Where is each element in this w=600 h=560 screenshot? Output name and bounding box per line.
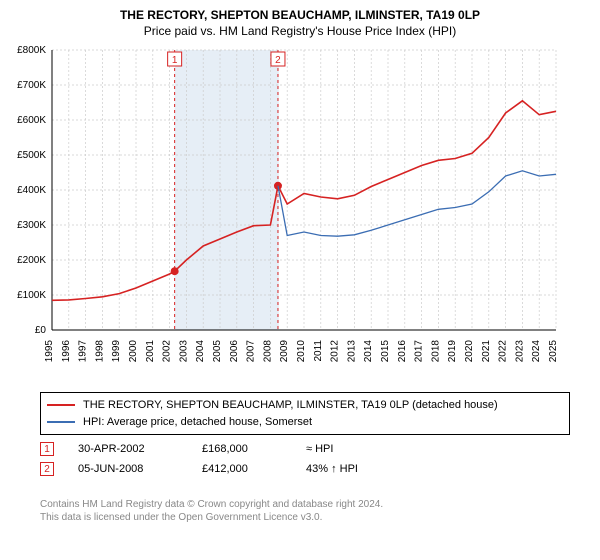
svg-text:£800K: £800K (17, 45, 46, 56)
legend-swatch (47, 404, 75, 406)
svg-text:£600K: £600K (17, 115, 46, 126)
svg-text:1996: 1996 (61, 340, 72, 363)
sale-marker-icon: 1 (40, 442, 54, 456)
svg-text:2002: 2002 (162, 340, 173, 363)
svg-text:2015: 2015 (380, 340, 391, 363)
svg-text:2017: 2017 (414, 340, 425, 363)
svg-text:2024: 2024 (531, 340, 542, 363)
svg-text:2009: 2009 (279, 340, 290, 363)
svg-text:£0: £0 (35, 325, 47, 336)
svg-text:2005: 2005 (212, 340, 223, 363)
sales-table: 1 30-APR-2002 £168,000 ≈ HPI 2 05-JUN-20… (40, 436, 570, 482)
legend-swatch (47, 421, 75, 423)
title-subtitle: Price paid vs. HM Land Registry's House … (0, 24, 600, 38)
table-row: 2 05-JUN-2008 £412,000 43% ↑ HPI (40, 462, 570, 476)
svg-text:2023: 2023 (514, 340, 525, 363)
svg-text:2007: 2007 (246, 340, 257, 363)
svg-text:2008: 2008 (262, 340, 273, 363)
svg-text:2019: 2019 (447, 340, 458, 363)
sale-delta: ≈ HPI (306, 443, 406, 455)
title-address: THE RECTORY, SHEPTON BEAUCHAMP, ILMINSTE… (0, 8, 600, 22)
svg-text:2004: 2004 (195, 340, 206, 363)
legend-label: HPI: Average price, detached house, Some… (83, 414, 312, 431)
svg-text:£200K: £200K (17, 255, 46, 266)
svg-text:2001: 2001 (145, 340, 156, 363)
svg-text:£100K: £100K (17, 290, 46, 301)
sale-date: 30-APR-2002 (78, 443, 178, 455)
svg-text:2013: 2013 (346, 340, 357, 363)
svg-text:2011: 2011 (313, 340, 324, 362)
svg-text:2006: 2006 (229, 340, 240, 363)
footer-attribution: Contains HM Land Registry data © Crown c… (40, 498, 383, 524)
legend-item-property: THE RECTORY, SHEPTON BEAUCHAMP, ILMINSTE… (47, 397, 563, 414)
footer-line: This data is licensed under the Open Gov… (40, 511, 383, 524)
sale-date: 05-JUN-2008 (78, 463, 178, 475)
footer-line: Contains HM Land Registry data © Crown c… (40, 498, 383, 511)
table-row: 1 30-APR-2002 £168,000 ≈ HPI (40, 442, 570, 456)
svg-text:1997: 1997 (78, 340, 89, 363)
svg-text:2012: 2012 (330, 340, 341, 363)
legend: THE RECTORY, SHEPTON BEAUCHAMP, ILMINSTE… (40, 392, 570, 435)
svg-text:2020: 2020 (464, 340, 475, 363)
sale-price: £168,000 (202, 443, 282, 455)
chart-svg: £0 £100K £200K £300K £400K £500K £600K £700K £80… (0, 44, 560, 364)
svg-text:1999: 1999 (111, 340, 122, 363)
svg-text:£300K: £300K (17, 220, 46, 231)
legend-label: THE RECTORY, SHEPTON BEAUCHAMP, ILMINSTE… (83, 397, 498, 414)
svg-text:2021: 2021 (481, 340, 492, 363)
price-chart: £0 £100K £200K £300K £400K £500K £600K £700K £80… (0, 44, 600, 384)
svg-text:2018: 2018 (430, 340, 441, 363)
svg-text:1998: 1998 (94, 340, 105, 363)
svg-text:1995: 1995 (44, 340, 55, 363)
svg-text:1: 1 (172, 55, 178, 66)
svg-text:2022: 2022 (498, 340, 509, 363)
svg-text:2016: 2016 (397, 340, 408, 363)
legend-item-hpi: HPI: Average price, detached house, Some… (47, 414, 563, 431)
svg-text:2025: 2025 (548, 340, 559, 363)
svg-text:2000: 2000 (128, 340, 139, 363)
svg-text:2: 2 (275, 55, 281, 66)
svg-text:2003: 2003 (178, 340, 189, 363)
svg-text:£500K: £500K (17, 150, 46, 161)
svg-text:£700K: £700K (17, 80, 46, 91)
svg-text:2010: 2010 (296, 340, 307, 363)
sale-delta: 43% ↑ HPI (306, 463, 406, 475)
sale-price: £412,000 (202, 463, 282, 475)
svg-text:£400K: £400K (17, 185, 46, 196)
sale-marker-icon: 2 (40, 462, 54, 476)
svg-text:2014: 2014 (363, 340, 374, 363)
